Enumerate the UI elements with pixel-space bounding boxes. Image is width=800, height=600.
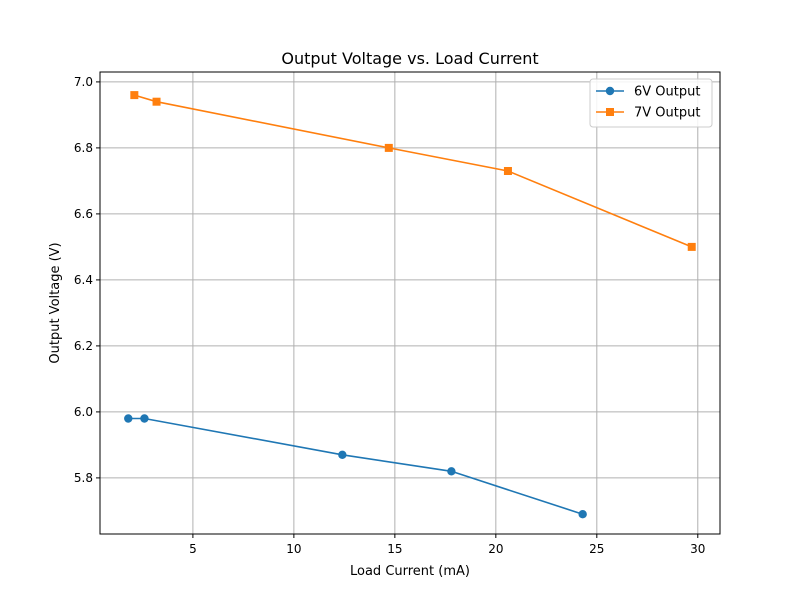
data-point-7v-output <box>130 91 139 100</box>
data-point-6v-output <box>578 510 587 519</box>
legend-marker-7v-output <box>606 108 614 116</box>
data-point-7v-output <box>152 97 161 106</box>
data-point-6v-output <box>124 414 133 423</box>
y-tick-label: 5.8 <box>74 471 93 485</box>
chart-title: Output Voltage vs. Load Current <box>281 49 538 68</box>
plot-area-background <box>100 72 720 534</box>
x-tick-label: 5 <box>189 542 197 556</box>
y-tick-label: 6.8 <box>74 141 93 155</box>
data-point-6v-output <box>447 467 456 476</box>
data-point-6v-output <box>140 414 149 423</box>
y-tick-label: 6.2 <box>74 339 93 353</box>
data-point-7v-output <box>687 242 696 251</box>
x-tick-label: 25 <box>589 542 604 556</box>
y-tick-label: 7.0 <box>74 75 93 89</box>
y-axis-label: Output Voltage (V) <box>48 242 63 363</box>
x-tick-label: 30 <box>690 542 705 556</box>
x-tick-label: 20 <box>488 542 503 556</box>
plot-area-frame <box>99 71 721 535</box>
data-point-7v-output <box>503 167 512 175</box>
legend: 6V Output 7V Output <box>589 78 713 128</box>
x-tick-label: 10 <box>286 542 301 556</box>
data-point-6v-output <box>338 450 347 459</box>
legend-marker-6v-output <box>605 86 615 96</box>
grid-lines <box>100 72 720 534</box>
x-axis-label: Load Current (mA) <box>350 564 470 579</box>
y-tick-label: 6.4 <box>74 273 93 287</box>
data-point-7v-output <box>384 143 393 152</box>
y-tick-label: 6.6 <box>74 207 93 221</box>
axis-ticks: 5 10 15 20 25 30 5.8 6.0 6.2 6.4 6.6 6.8 7.0 <box>74 75 706 556</box>
series-lines <box>124 91 696 519</box>
y-tick-label: 6.0 <box>74 405 93 419</box>
legend-label-6v-output: 6V Output <box>634 85 700 100</box>
legend-label-7v-output: 7V Output <box>634 106 700 121</box>
x-tick-label: 15 <box>387 542 402 556</box>
